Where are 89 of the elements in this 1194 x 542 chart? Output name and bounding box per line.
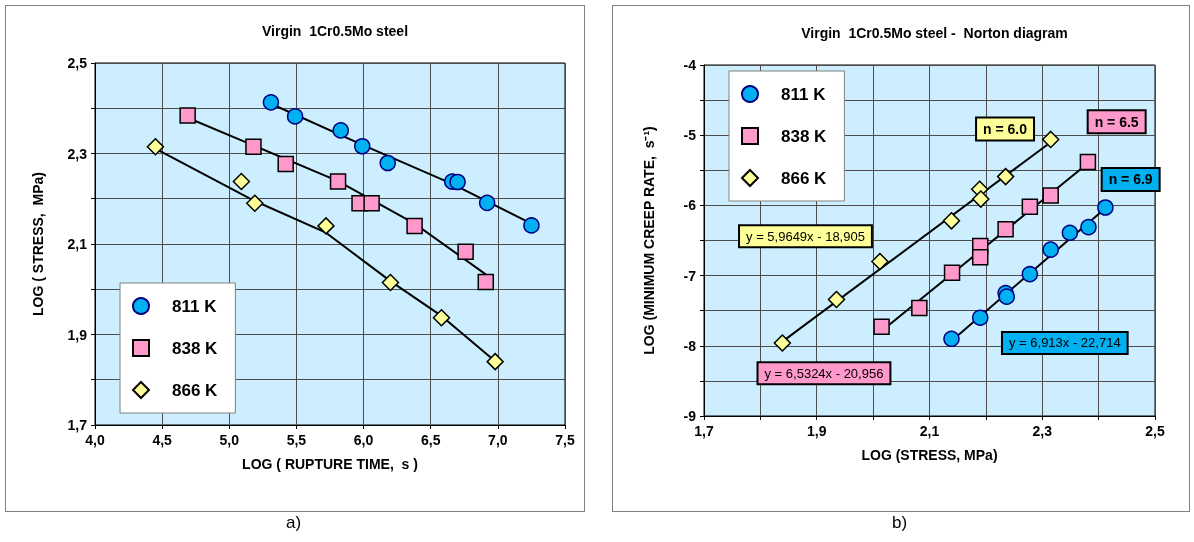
annotation: n = 6.0: [983, 120, 1028, 137]
y-axis-title: LOG ( STRESS, MPa): [30, 172, 46, 316]
point: [449, 173, 466, 191]
legend-label: 838 K: [172, 338, 219, 358]
point: [997, 221, 1014, 238]
point: [1097, 199, 1114, 216]
x-tick-label: 4,0: [85, 432, 105, 448]
point: [1061, 224, 1079, 242]
y-tick-label: -7: [683, 267, 697, 284]
annotation: y = 5,9649x - 18,905: [746, 228, 865, 244]
y-tick-label: 2,1: [67, 236, 88, 252]
point: [942, 212, 961, 230]
point: [432, 309, 451, 327]
point: [773, 334, 792, 352]
x-tick-label: 1,7: [694, 423, 714, 439]
point: [1021, 198, 1039, 216]
point: [972, 309, 989, 326]
x-tick-label: 6,0: [353, 432, 374, 448]
point: [363, 195, 380, 212]
point: [943, 264, 961, 282]
x-tick-label: 1,9: [807, 423, 827, 439]
point: [1021, 265, 1039, 283]
point: [873, 318, 890, 336]
x-tick-label: 2,3: [1032, 423, 1053, 439]
y-tick-label: -4: [683, 57, 697, 73]
point: [1042, 241, 1059, 258]
x-tick-label: 6,5: [420, 432, 441, 448]
y-tick-label: 2,5: [67, 55, 88, 71]
x-axis-title: LOG ( RUPTURE TIME, s ): [242, 456, 418, 472]
point: [277, 155, 294, 173]
annotation: y = 6,5324x - 20,956: [764, 365, 884, 381]
point: [1042, 187, 1059, 204]
x-tick-label: 2,1: [919, 423, 940, 439]
point: [996, 167, 1015, 186]
legend-label: 866 K: [781, 168, 828, 188]
legend-label: 811 K: [172, 296, 218, 316]
y-tick-label: 1,9: [67, 326, 88, 343]
point: [262, 94, 280, 111]
legend-label: 866 K: [172, 380, 219, 400]
x-tick-label: 7,0: [488, 432, 508, 448]
point: [1080, 218, 1097, 236]
point: [1041, 130, 1060, 149]
point: [379, 154, 396, 172]
chart-title: Virgin 1Cr0.5Mo steel: [261, 23, 409, 39]
x-tick-label: 5,0: [219, 432, 240, 448]
point: [971, 249, 989, 266]
point: [406, 217, 423, 235]
y-tick-label: -8: [683, 337, 697, 354]
y-tick-label: -5: [683, 127, 697, 144]
x-tick-label: 7,5: [555, 432, 575, 448]
point: [972, 190, 990, 208]
point: [179, 107, 196, 124]
point: [286, 108, 304, 125]
point: [871, 252, 889, 271]
y-axis-title: LOG (MINIMUM CREEP RATE, s⁻¹): [641, 126, 657, 355]
point: [146, 137, 165, 156]
point: [457, 243, 474, 260]
point: [332, 122, 349, 139]
legend-label: 811 K: [781, 84, 827, 104]
point: [317, 217, 335, 235]
point: [998, 288, 1015, 305]
annotation: n = 6.5: [1094, 113, 1139, 130]
chart-title: Virgin 1Cr0.5Mo steel - Norton diagram: [801, 25, 1068, 41]
point: [232, 172, 251, 191]
point: [827, 290, 846, 309]
point: [478, 194, 496, 212]
text: a): [286, 513, 302, 532]
x-tick-label: 2,5: [1145, 423, 1165, 439]
legend-label: 838 K: [781, 126, 828, 146]
text: b): [892, 513, 908, 532]
point: [245, 138, 262, 155]
y-tick-label: -9: [683, 408, 697, 424]
y-tick-label: -6: [683, 197, 697, 214]
point: [477, 273, 495, 291]
annotation: n = 6.9: [1108, 171, 1153, 188]
point: [1079, 153, 1097, 171]
x-axis-title: LOG (STRESS, MPa): [861, 447, 998, 463]
x-tick-label: 5,5: [286, 432, 307, 448]
point: [523, 217, 540, 234]
point: [486, 352, 504, 371]
y-tick-label: 2,3: [67, 145, 88, 162]
point: [353, 138, 371, 155]
annotation: y = 6,913x - 22,714: [1008, 335, 1121, 351]
point: [246, 194, 264, 213]
point: [329, 173, 347, 190]
point: [943, 330, 960, 348]
point: [381, 273, 400, 292]
point: [911, 299, 928, 317]
x-tick-label: 4,5: [152, 432, 173, 448]
